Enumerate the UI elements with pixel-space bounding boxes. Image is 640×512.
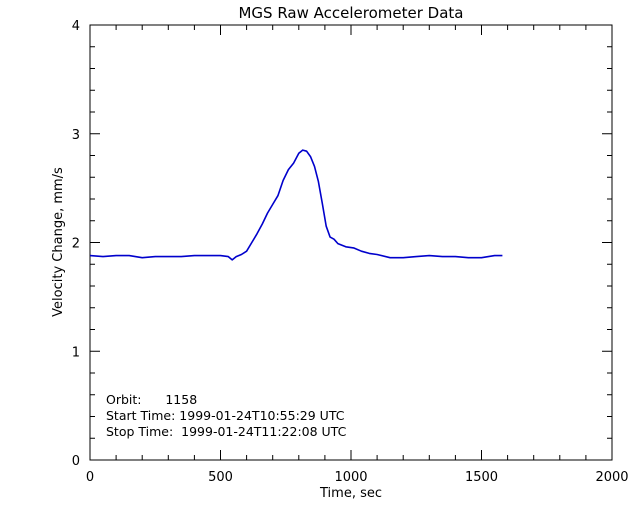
orbit-annotation: Orbit: 1158 [106, 392, 197, 407]
y-tick-labels: 0 1 2 3 4 [72, 19, 80, 469]
y-tick-label: 4 [72, 19, 80, 34]
x-tick-label: 0 [86, 470, 94, 485]
start-time-annotation: Start Time: 1999-01-24T10:55:29 UTC [106, 408, 345, 423]
x-tick-label: 500 [208, 470, 233, 485]
x-axis-label: Time, sec [319, 486, 382, 501]
stop-time-annotation: Stop Time: 1999-01-24T11:22:08 UTC [106, 424, 347, 439]
axis-ticks [89, 24, 613, 461]
chart-title: MGS Raw Accelerometer Data [238, 4, 463, 22]
x-tick-label: 1500 [465, 470, 498, 485]
x-tick-label: 1000 [334, 470, 367, 485]
x-tick-labels: 0 500 1000 1500 2000 [86, 470, 629, 485]
y-axis-label: Velocity Change, mm/s [51, 167, 66, 317]
x-tick-label: 2000 [595, 470, 628, 485]
series-line [89, 149, 503, 261]
series-group [89, 149, 503, 261]
y-tick-label: 1 [72, 345, 80, 360]
y-tick-label: 3 [72, 128, 80, 143]
y-tick-label: 0 [72, 454, 80, 469]
y-tick-label: 2 [72, 237, 80, 252]
